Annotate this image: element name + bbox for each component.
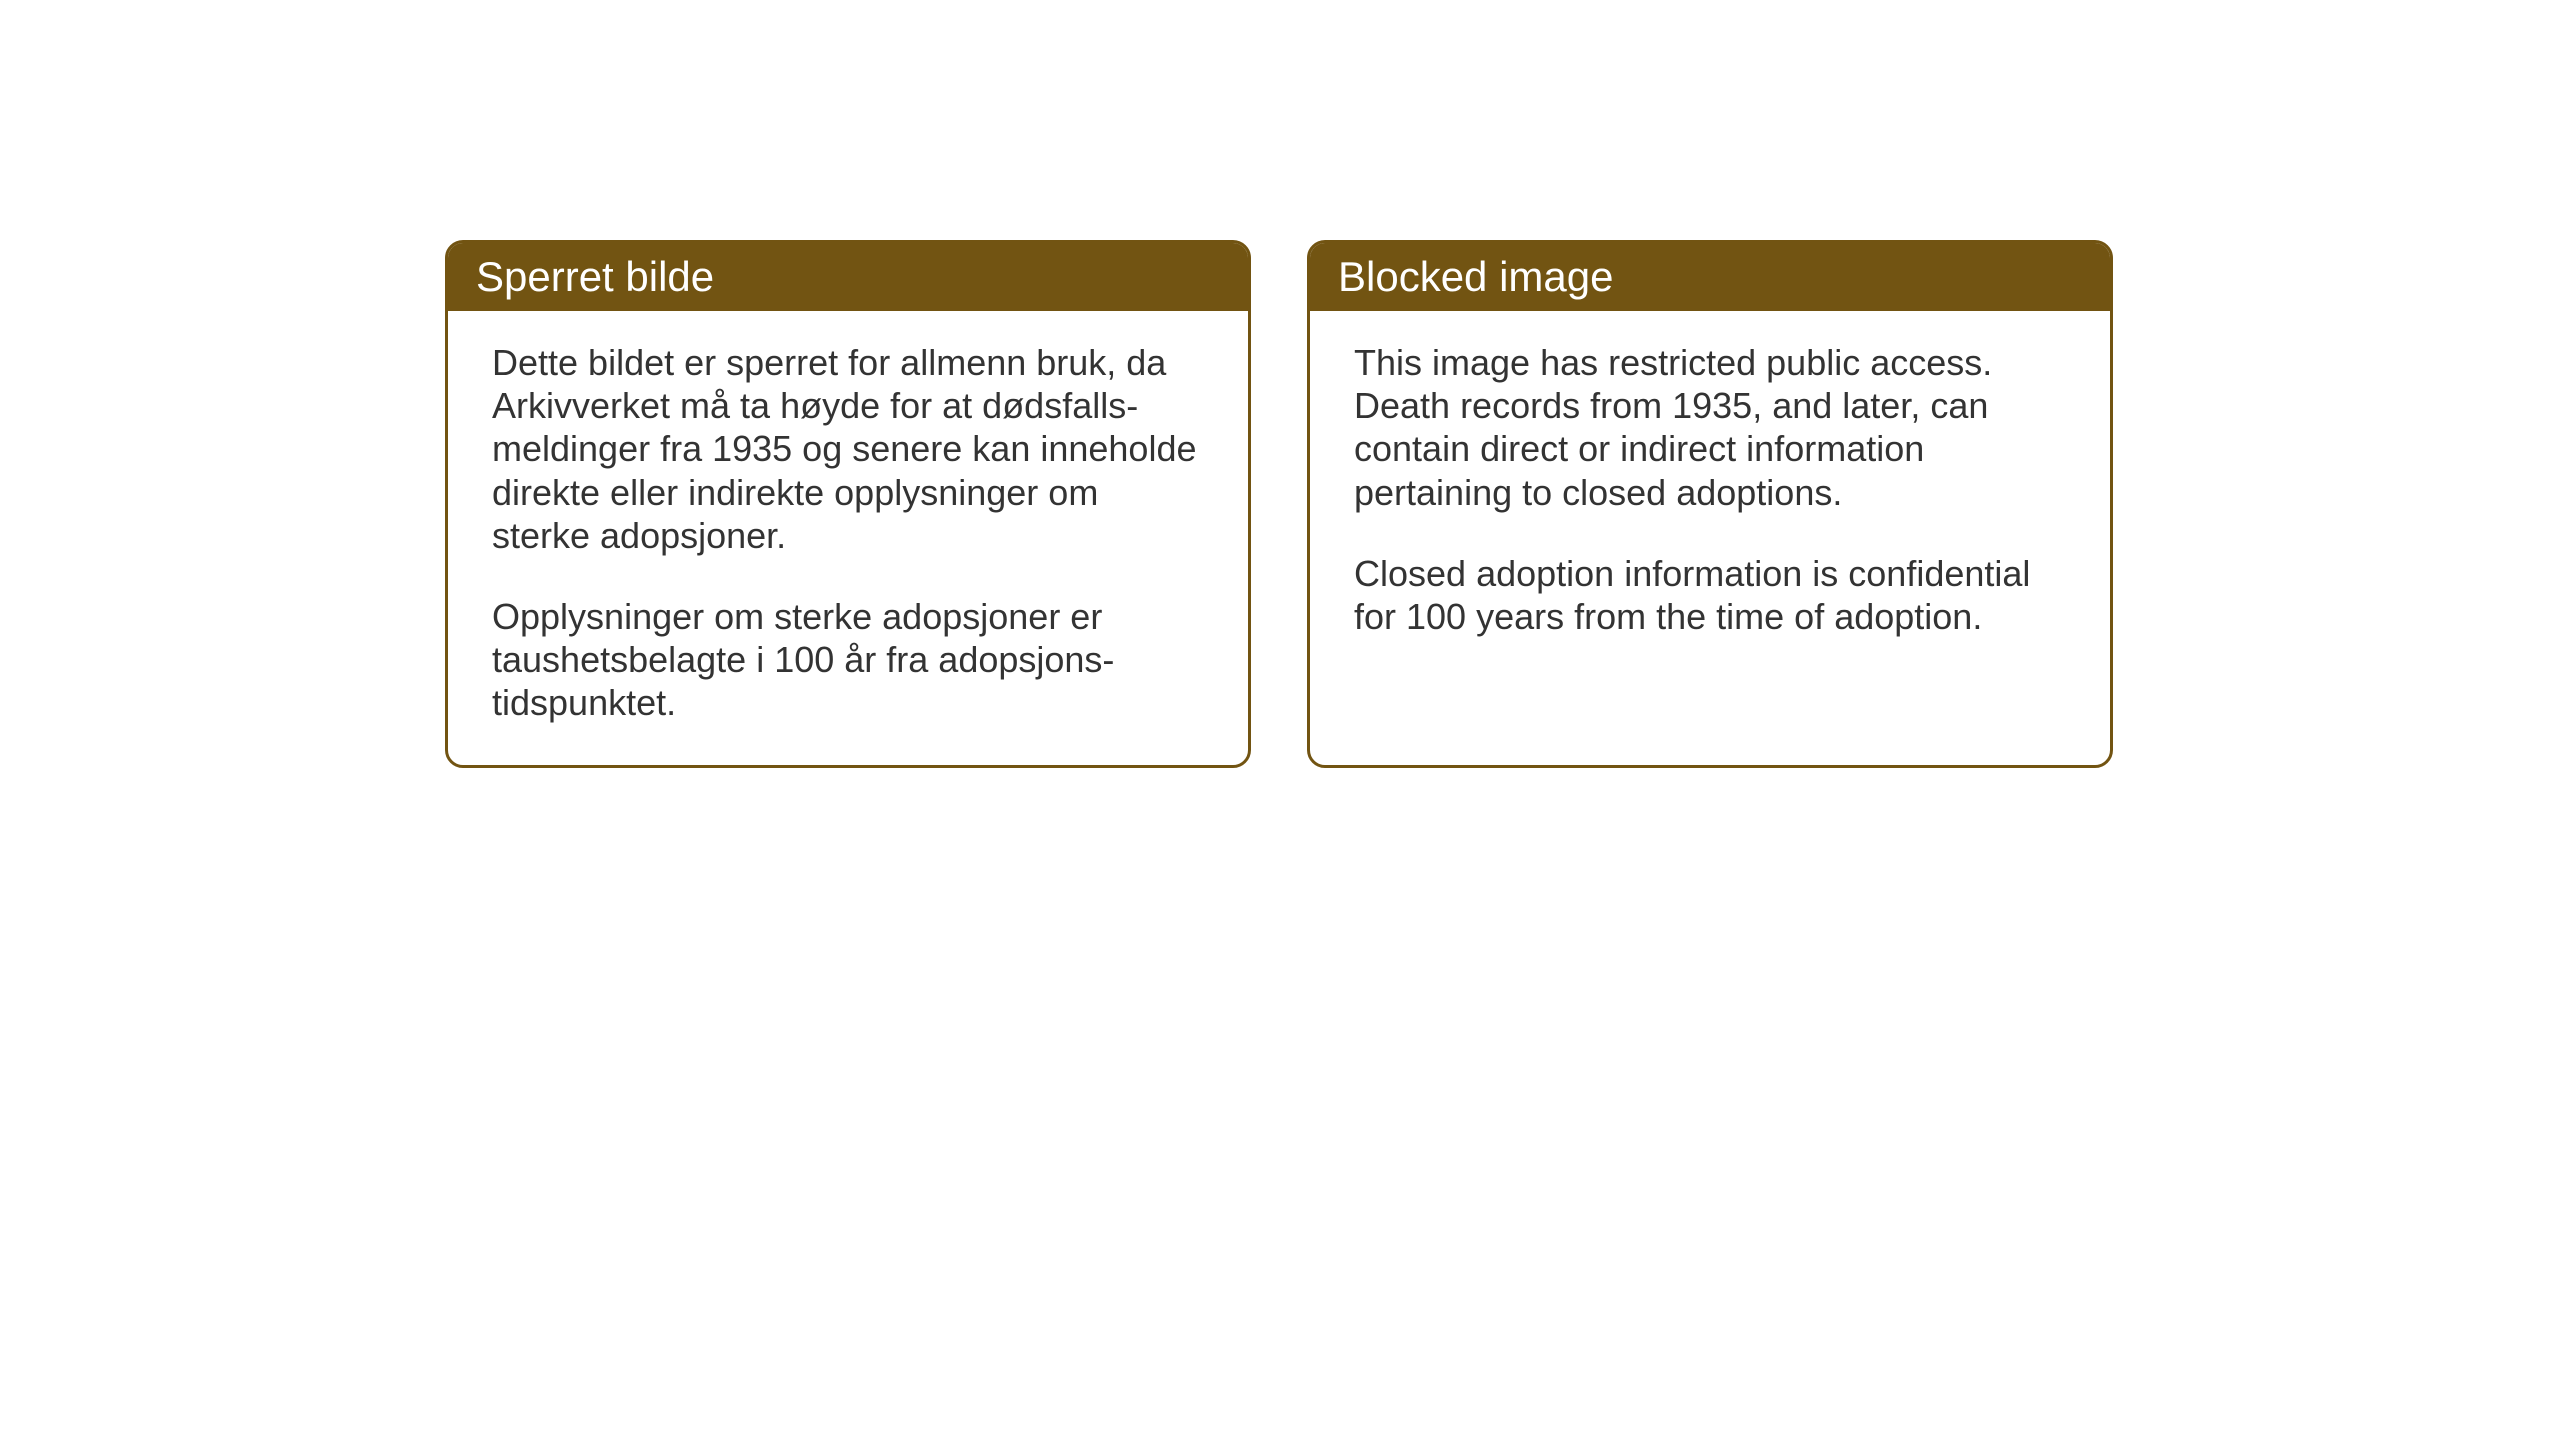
norwegian-paragraph-1: Dette bildet er sperret for allmenn bruk… (492, 341, 1204, 557)
notice-cards-container: Sperret bilde Dette bildet er sperret fo… (445, 240, 2113, 768)
norwegian-paragraph-2: Opplysninger om sterke adopsjoner er tau… (492, 595, 1204, 725)
english-paragraph-1: This image has restricted public access.… (1354, 341, 2066, 514)
english-paragraph-2: Closed adoption information is confident… (1354, 552, 2066, 638)
norwegian-card-title: Sperret bilde (448, 243, 1248, 311)
norwegian-notice-card: Sperret bilde Dette bildet er sperret fo… (445, 240, 1251, 768)
norwegian-card-body: Dette bildet er sperret for allmenn bruk… (448, 311, 1248, 765)
english-card-body: This image has restricted public access.… (1310, 311, 2110, 718)
english-card-title: Blocked image (1310, 243, 2110, 311)
english-notice-card: Blocked image This image has restricted … (1307, 240, 2113, 768)
